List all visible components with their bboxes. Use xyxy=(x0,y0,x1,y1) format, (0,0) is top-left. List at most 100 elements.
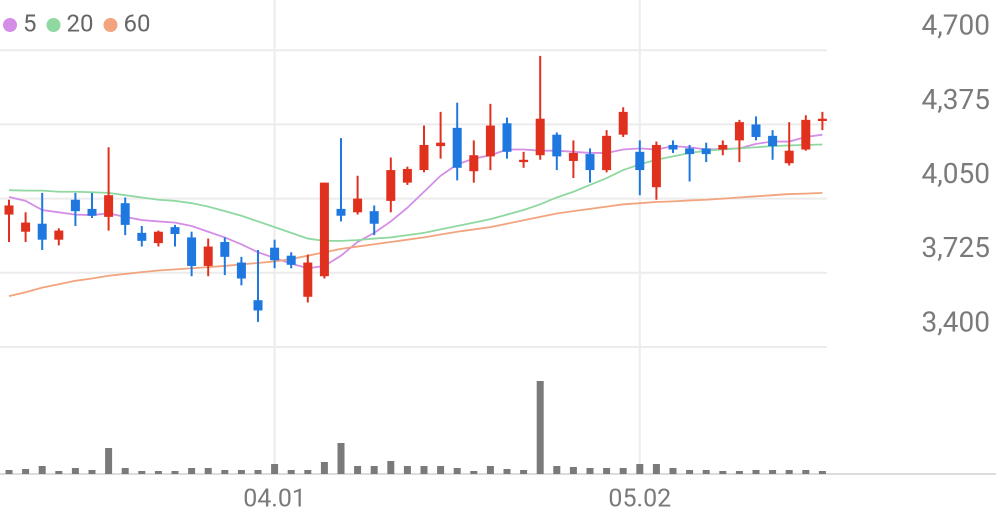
candle-body xyxy=(718,144,728,150)
candle-body xyxy=(137,232,147,241)
candle-body xyxy=(817,118,827,121)
volume-bar xyxy=(221,470,229,474)
volume-bar xyxy=(171,471,179,474)
volume-bar xyxy=(719,471,727,474)
candle-body xyxy=(353,198,363,213)
volume-bar xyxy=(420,466,428,474)
volume-bar xyxy=(237,470,245,474)
volume-bar xyxy=(470,471,478,474)
candle-body xyxy=(402,168,412,183)
candle-body xyxy=(419,144,429,171)
candle-body xyxy=(568,152,578,161)
candle-body xyxy=(336,208,346,216)
volume-bar xyxy=(619,468,627,474)
volume-bar xyxy=(403,466,411,474)
y-tick-label: 4,050 xyxy=(922,157,990,190)
volume-bar xyxy=(22,469,30,474)
candle-body xyxy=(87,208,97,216)
candle-body xyxy=(635,151,645,171)
volume-bar xyxy=(5,470,13,474)
candle-body xyxy=(286,255,296,265)
volume-bar xyxy=(453,468,461,474)
candle-body xyxy=(452,127,462,168)
candle-body xyxy=(535,118,545,156)
legend-marker xyxy=(103,18,118,32)
volume-bar xyxy=(802,470,810,474)
candle-body xyxy=(386,170,396,201)
candle-body xyxy=(104,195,114,217)
candle-body xyxy=(685,148,695,155)
candle-body xyxy=(369,211,379,224)
candle-body xyxy=(319,182,329,277)
candle-body xyxy=(801,119,811,150)
candle-body xyxy=(734,122,744,141)
candle-body xyxy=(170,227,180,234)
candle-body xyxy=(54,230,64,240)
volume-bar xyxy=(503,469,511,474)
volume-bar xyxy=(188,468,196,474)
candle-body xyxy=(701,148,711,155)
candle-body xyxy=(751,124,761,137)
y-tick-label: 4,375 xyxy=(922,83,990,116)
candle-body xyxy=(70,199,80,212)
volume-bar xyxy=(204,468,212,474)
volume-bar xyxy=(669,468,677,474)
volume-bar xyxy=(304,470,312,474)
candle-body xyxy=(768,135,778,147)
legend-label: 5 xyxy=(23,9,37,37)
volume-bar xyxy=(287,470,295,474)
volume-bar xyxy=(486,466,494,474)
candle-body xyxy=(784,150,794,164)
volume-bar xyxy=(38,466,46,474)
ma-line xyxy=(8,192,823,297)
volume-bar xyxy=(536,381,544,474)
ma-line xyxy=(8,143,823,242)
candle-body xyxy=(602,135,612,171)
volume-bar xyxy=(636,464,644,474)
legend-label: 60 xyxy=(123,9,150,37)
legend-marker xyxy=(46,18,61,32)
y-tick-label: 4,700 xyxy=(922,9,990,42)
volume-bar xyxy=(105,448,113,474)
volume-bar xyxy=(603,468,611,474)
candle-body xyxy=(502,123,512,152)
candle-body xyxy=(21,222,31,232)
volume-bar xyxy=(320,462,328,474)
volume-bar xyxy=(735,471,743,474)
candle-body xyxy=(552,134,562,157)
legend-marker xyxy=(3,18,17,32)
volume-bar xyxy=(437,466,445,474)
candle-body xyxy=(203,246,213,266)
candle-body xyxy=(253,300,263,311)
candle-body xyxy=(120,203,130,225)
volume-bar xyxy=(354,466,362,474)
volume-bar xyxy=(88,470,96,474)
volume-bar xyxy=(818,471,826,474)
x-tick-label: 05.02 xyxy=(608,485,671,514)
volume-bar xyxy=(337,443,345,474)
volume-bar xyxy=(138,471,146,474)
volume-bar xyxy=(154,471,162,474)
x-tick-label: 04.01 xyxy=(243,485,306,514)
volume-bar xyxy=(652,464,660,474)
candle-body xyxy=(469,155,479,172)
candle-body xyxy=(485,125,495,157)
y-tick-label: 3,725 xyxy=(922,231,990,264)
legend-label: 20 xyxy=(67,9,94,37)
volume-bar xyxy=(553,466,561,474)
candle-body xyxy=(37,223,47,240)
y-tick-label: 3,400 xyxy=(922,305,990,338)
volume-bar xyxy=(569,467,577,474)
volume-bar xyxy=(752,470,760,474)
volume-bar xyxy=(71,468,79,474)
volume-bar xyxy=(686,470,694,474)
candle-body xyxy=(585,154,595,171)
volume-bar xyxy=(370,466,378,474)
candle-body xyxy=(618,111,628,135)
candle-body xyxy=(303,262,313,297)
candle-body xyxy=(4,205,14,215)
volume-bar xyxy=(785,470,793,474)
volume-bar xyxy=(586,468,594,474)
